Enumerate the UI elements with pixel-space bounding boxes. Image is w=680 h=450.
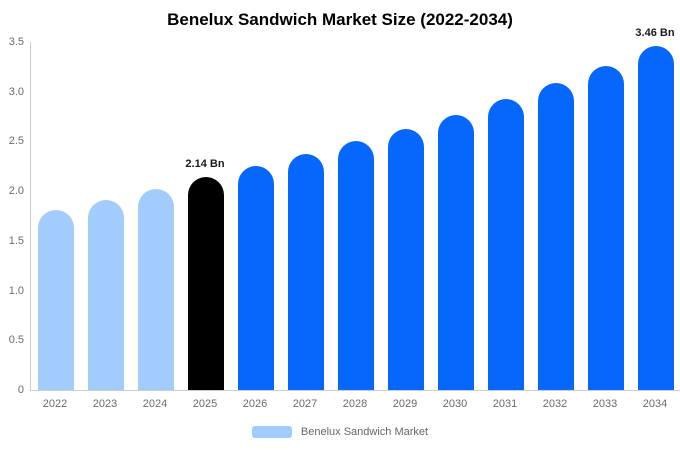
y-axis-tick-2.0: 2.0 [8, 185, 24, 198]
x-axis-tick-2026: 2026 [242, 398, 268, 410]
x-axis-tick-2024: 2024 [142, 398, 168, 410]
bar-2023 [88, 200, 124, 390]
x-axis-tick-2029: 2029 [392, 398, 418, 410]
plot-area [30, 42, 680, 391]
bar-2031 [488, 99, 524, 390]
bar-2030 [438, 115, 474, 390]
bar-value-label-2025: 2.14 Bn [185, 158, 225, 170]
x-axis-tick-2023: 2023 [92, 398, 118, 410]
y-axis-tick-3.5: 3.5 [8, 36, 24, 48]
x-axis-tick-2030: 2030 [442, 398, 468, 410]
bar-2029 [388, 129, 424, 390]
bar-2025 [188, 177, 224, 390]
x-axis-tick-2034: 2034 [642, 398, 668, 410]
y-axis-tick-0: 0 [17, 384, 24, 396]
x-axis-tick-2028: 2028 [342, 398, 368, 410]
y-axis-tick-0.5: 0.5 [8, 334, 24, 347]
x-axis-tick-2025: 2025 [192, 398, 218, 410]
y-axis-tick-1.0: 1.0 [8, 284, 24, 297]
legend-swatch-icon [251, 426, 292, 438]
x-axis-tick-2031: 2031 [492, 398, 518, 410]
bar-2028 [338, 141, 374, 390]
bar-2032 [538, 83, 574, 390]
bar-2034 [638, 46, 674, 390]
bar-2027 [288, 154, 324, 390]
chart-title: Benelux Sandwich Market Size (2022-2034) [167, 10, 513, 29]
x-axis-tick-2032: 2032 [542, 398, 568, 410]
legend: Benelux Sandwich Market [0, 426, 680, 438]
x-axis-tick-2022: 2022 [42, 398, 68, 410]
x-axis-tick-2033: 2033 [592, 398, 618, 410]
y-axis-tick-3.0: 3.0 [8, 85, 24, 98]
bar-2024 [138, 189, 174, 390]
bar-2033 [588, 66, 624, 390]
y-axis-tick-1.5: 1.5 [8, 234, 24, 247]
x-axis-tick-2027: 2027 [292, 398, 318, 410]
legend-label: Benelux Sandwich Market [300, 426, 429, 438]
bar-value-label-2034: 3.46 Bn [635, 27, 675, 39]
bar-2026 [238, 166, 274, 390]
bar-2022 [38, 210, 74, 390]
y-axis-tick-2.5: 2.5 [8, 135, 24, 148]
